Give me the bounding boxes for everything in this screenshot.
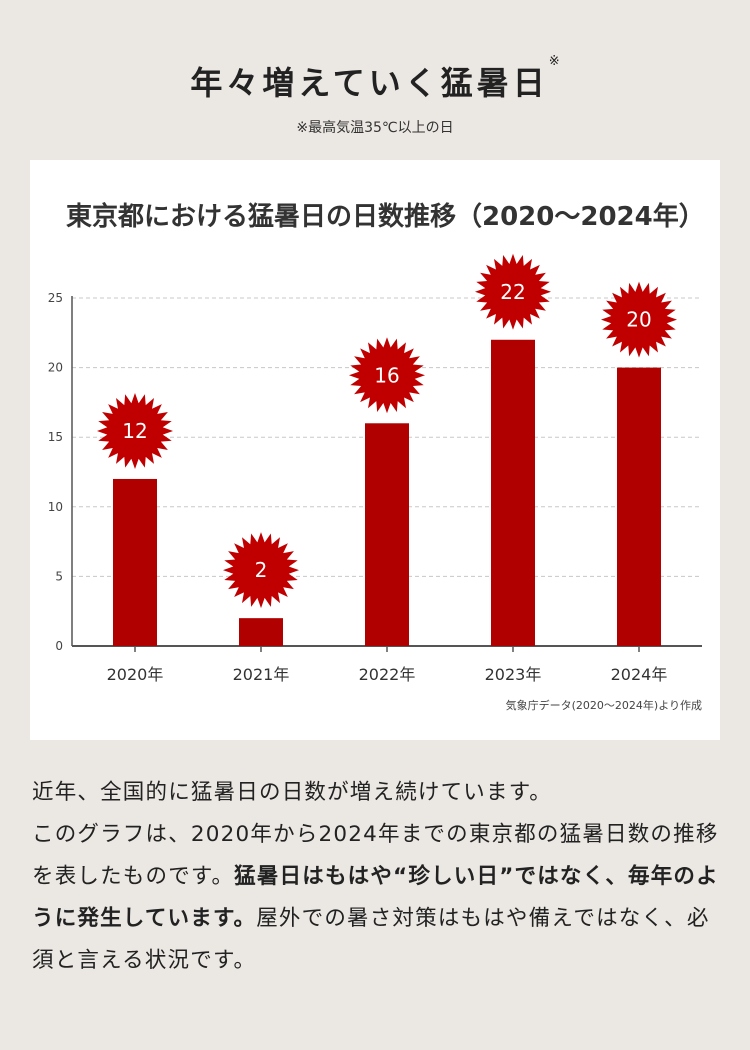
description: 近年、全国的に猛暑日の日数が増え続けています。 このグラフは、2020年から20… <box>32 772 722 982</box>
chart-title: 東京都における猛暑日の日数推移（2020〜2024年） <box>66 202 705 232</box>
data-label: 20 <box>626 308 651 332</box>
x-tick-label: 2020年 <box>107 665 164 684</box>
data-label: 2 <box>255 558 268 582</box>
x-tick-label: 2022年 <box>359 665 416 684</box>
data-label: 22 <box>500 280 525 304</box>
bar <box>365 423 409 646</box>
x-tick-label: 2021年 <box>233 665 290 684</box>
data-label-burst <box>97 392 173 469</box>
bar <box>113 478 157 646</box>
description-line-1: 近年、全国的に猛暑日の日数が増え続けています。 <box>32 780 552 805</box>
data-label-burst <box>475 253 551 330</box>
bar <box>491 339 535 646</box>
description-text-end: 屋外での暑さ対策はもはや備えではなく、必須と言える状況です。 <box>32 906 710 973</box>
data-label-burst <box>349 337 425 414</box>
data-label: 16 <box>374 363 399 387</box>
page-title: 年々増えていく猛暑日※ <box>190 54 560 102</box>
data-label: 12 <box>122 419 147 443</box>
y-tick-label: 20 <box>48 361 63 375</box>
bar <box>617 367 661 646</box>
x-tick-label: 2024年 <box>611 665 668 684</box>
y-tick-label: 10 <box>48 500 63 514</box>
description-emphasis: 猛暑日はもはや“珍しい日”ではなく、毎年のように発生しています。 <box>32 864 719 931</box>
data-label-burst <box>601 281 677 358</box>
bar-chart: 05101520252020年122021年22022年162023年22202… <box>48 253 702 684</box>
chart-source: 気象庁データ(2020〜2024年)より作成 <box>505 699 702 712</box>
description-paragraph: このグラフは、2020年から2024年までの東京都の猛暑日数の推移を表したもので… <box>32 814 722 982</box>
y-tick-label: 0 <box>55 639 63 653</box>
footnote: ※最高気温35℃以上の日 <box>296 120 454 136</box>
title-footnote-mark: ※ <box>548 54 560 69</box>
x-tick-label: 2023年 <box>485 665 542 684</box>
y-tick-label: 15 <box>48 430 63 444</box>
data-label-burst <box>223 532 299 609</box>
y-tick-label: 25 <box>48 291 63 305</box>
chart-card: 東京都における猛暑日の日数推移（2020〜2024年） 0 5 10 15 20 25 20… <box>30 160 720 740</box>
description-text: このグラフは、2020年から2024年までの東京都の猛暑日数の推移を表したもので… <box>32 822 719 889</box>
y-tick-label: 5 <box>55 569 63 583</box>
bar <box>239 618 283 646</box>
